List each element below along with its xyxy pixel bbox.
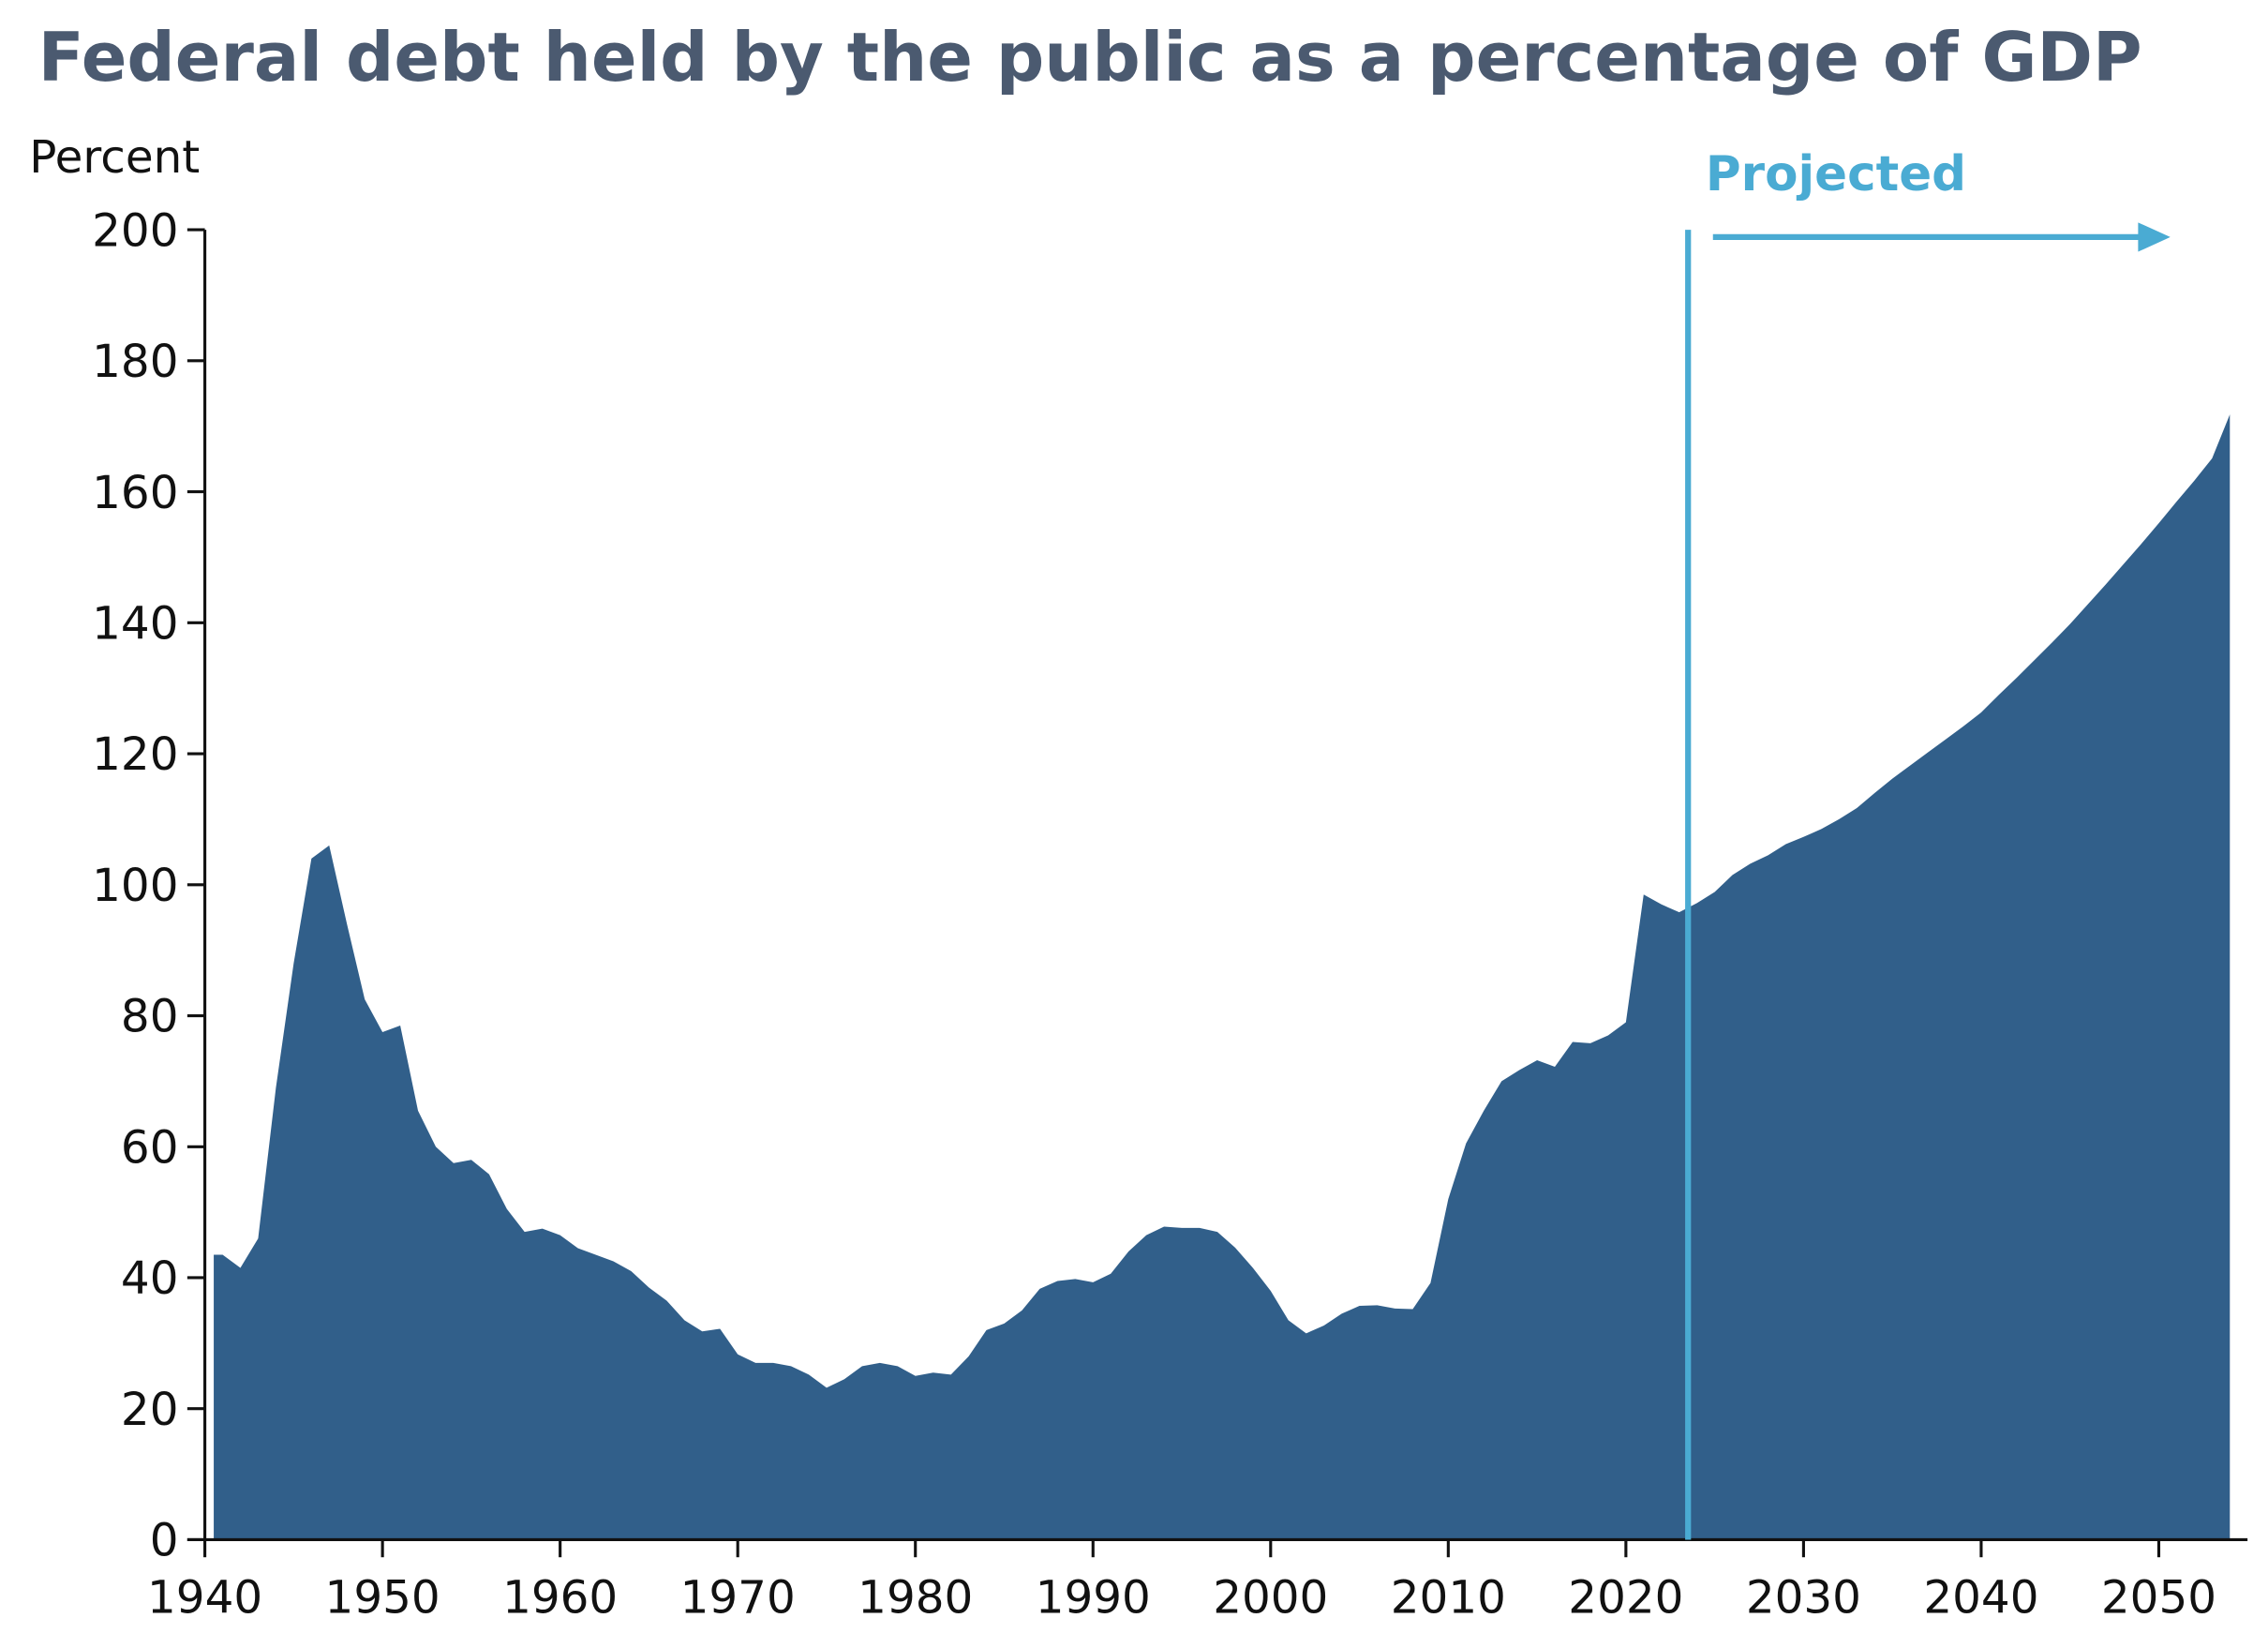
x-tick-label: 1970: [680, 1572, 796, 1625]
x-tick-label: 1950: [325, 1572, 440, 1625]
y-tick-label: 40: [121, 1252, 179, 1305]
projected-arrowhead-icon: [2138, 222, 2171, 252]
x-tick-label: 2040: [1923, 1572, 2038, 1625]
y-tick-label: 200: [92, 204, 178, 257]
x-tick-label: 2030: [1746, 1572, 1861, 1625]
y-tick-label: 20: [121, 1384, 179, 1436]
x-tick-label: 1980: [858, 1572, 973, 1625]
x-tick-label: 2020: [1568, 1572, 1683, 1625]
x-tick-label: 1940: [147, 1572, 262, 1625]
projected-label: Projected: [1706, 146, 1966, 202]
chart-title: Federal debt held by the public as a per…: [38, 18, 2142, 97]
y-tick-label: 140: [92, 597, 178, 650]
x-tick-label: 2010: [1391, 1572, 1506, 1625]
y-tick-label: 0: [150, 1515, 179, 1567]
y-tick-label: 180: [92, 336, 178, 388]
y-tick-label: 80: [121, 991, 179, 1043]
y-tick-label: 60: [121, 1121, 179, 1174]
y-tick-label: 100: [92, 860, 178, 912]
x-tick-label: 1990: [1036, 1572, 1151, 1625]
x-tick-label: 2000: [1213, 1572, 1328, 1625]
y-axis-label: Percent: [29, 131, 200, 184]
x-axis: 1940 1950 1960 1970 1980 1990 2000 2010 2020 2030…: [147, 1537, 2248, 1625]
y-axis: 0 20 40 60 80 100 120 140 160 180 200: [92, 204, 207, 1567]
y-tick-label: 120: [92, 728, 178, 781]
x-tick-label: 1960: [502, 1572, 618, 1625]
x-tick-label: 2050: [2101, 1572, 2216, 1625]
debt-area: [214, 414, 2231, 1540]
y-tick-label: 160: [92, 467, 178, 519]
